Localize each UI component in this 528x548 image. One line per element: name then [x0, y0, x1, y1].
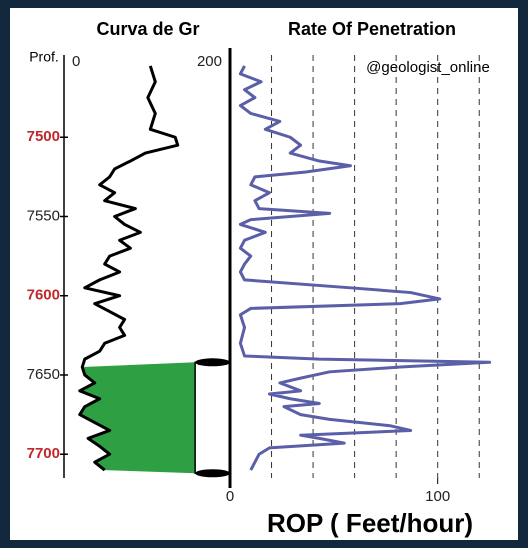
panel: [10, 8, 518, 540]
x-tick-label: 200: [197, 53, 222, 70]
core-top: [195, 358, 230, 366]
y-tick-label: 7700: [27, 445, 60, 462]
chart: Curva de Gr Rate Of Penetration Prof. @g…: [0, 0, 528, 548]
gr-title: Curva de Gr: [96, 19, 199, 39]
core-bottom: [195, 469, 230, 477]
y-tick-label: 7550: [27, 207, 60, 224]
x-tick-label: 100: [425, 488, 450, 505]
y-tick-label: 7500: [27, 128, 60, 145]
watermark: @geologist_online: [366, 59, 490, 76]
rop-title: Rate Of Penetration: [288, 19, 456, 39]
x-tick-label: 0: [72, 53, 80, 70]
x-tick-label: 0: [226, 488, 234, 505]
core-body: [195, 362, 230, 473]
page: Curva de Gr Rate Of Penetration Prof. @g…: [0, 0, 528, 548]
y-tick-label: 7600: [27, 287, 60, 304]
y-tick-label: 7650: [27, 366, 60, 383]
x-axis-label: ROP ( Feet/hour): [267, 508, 473, 538]
depth-label: Prof.: [29, 49, 59, 65]
